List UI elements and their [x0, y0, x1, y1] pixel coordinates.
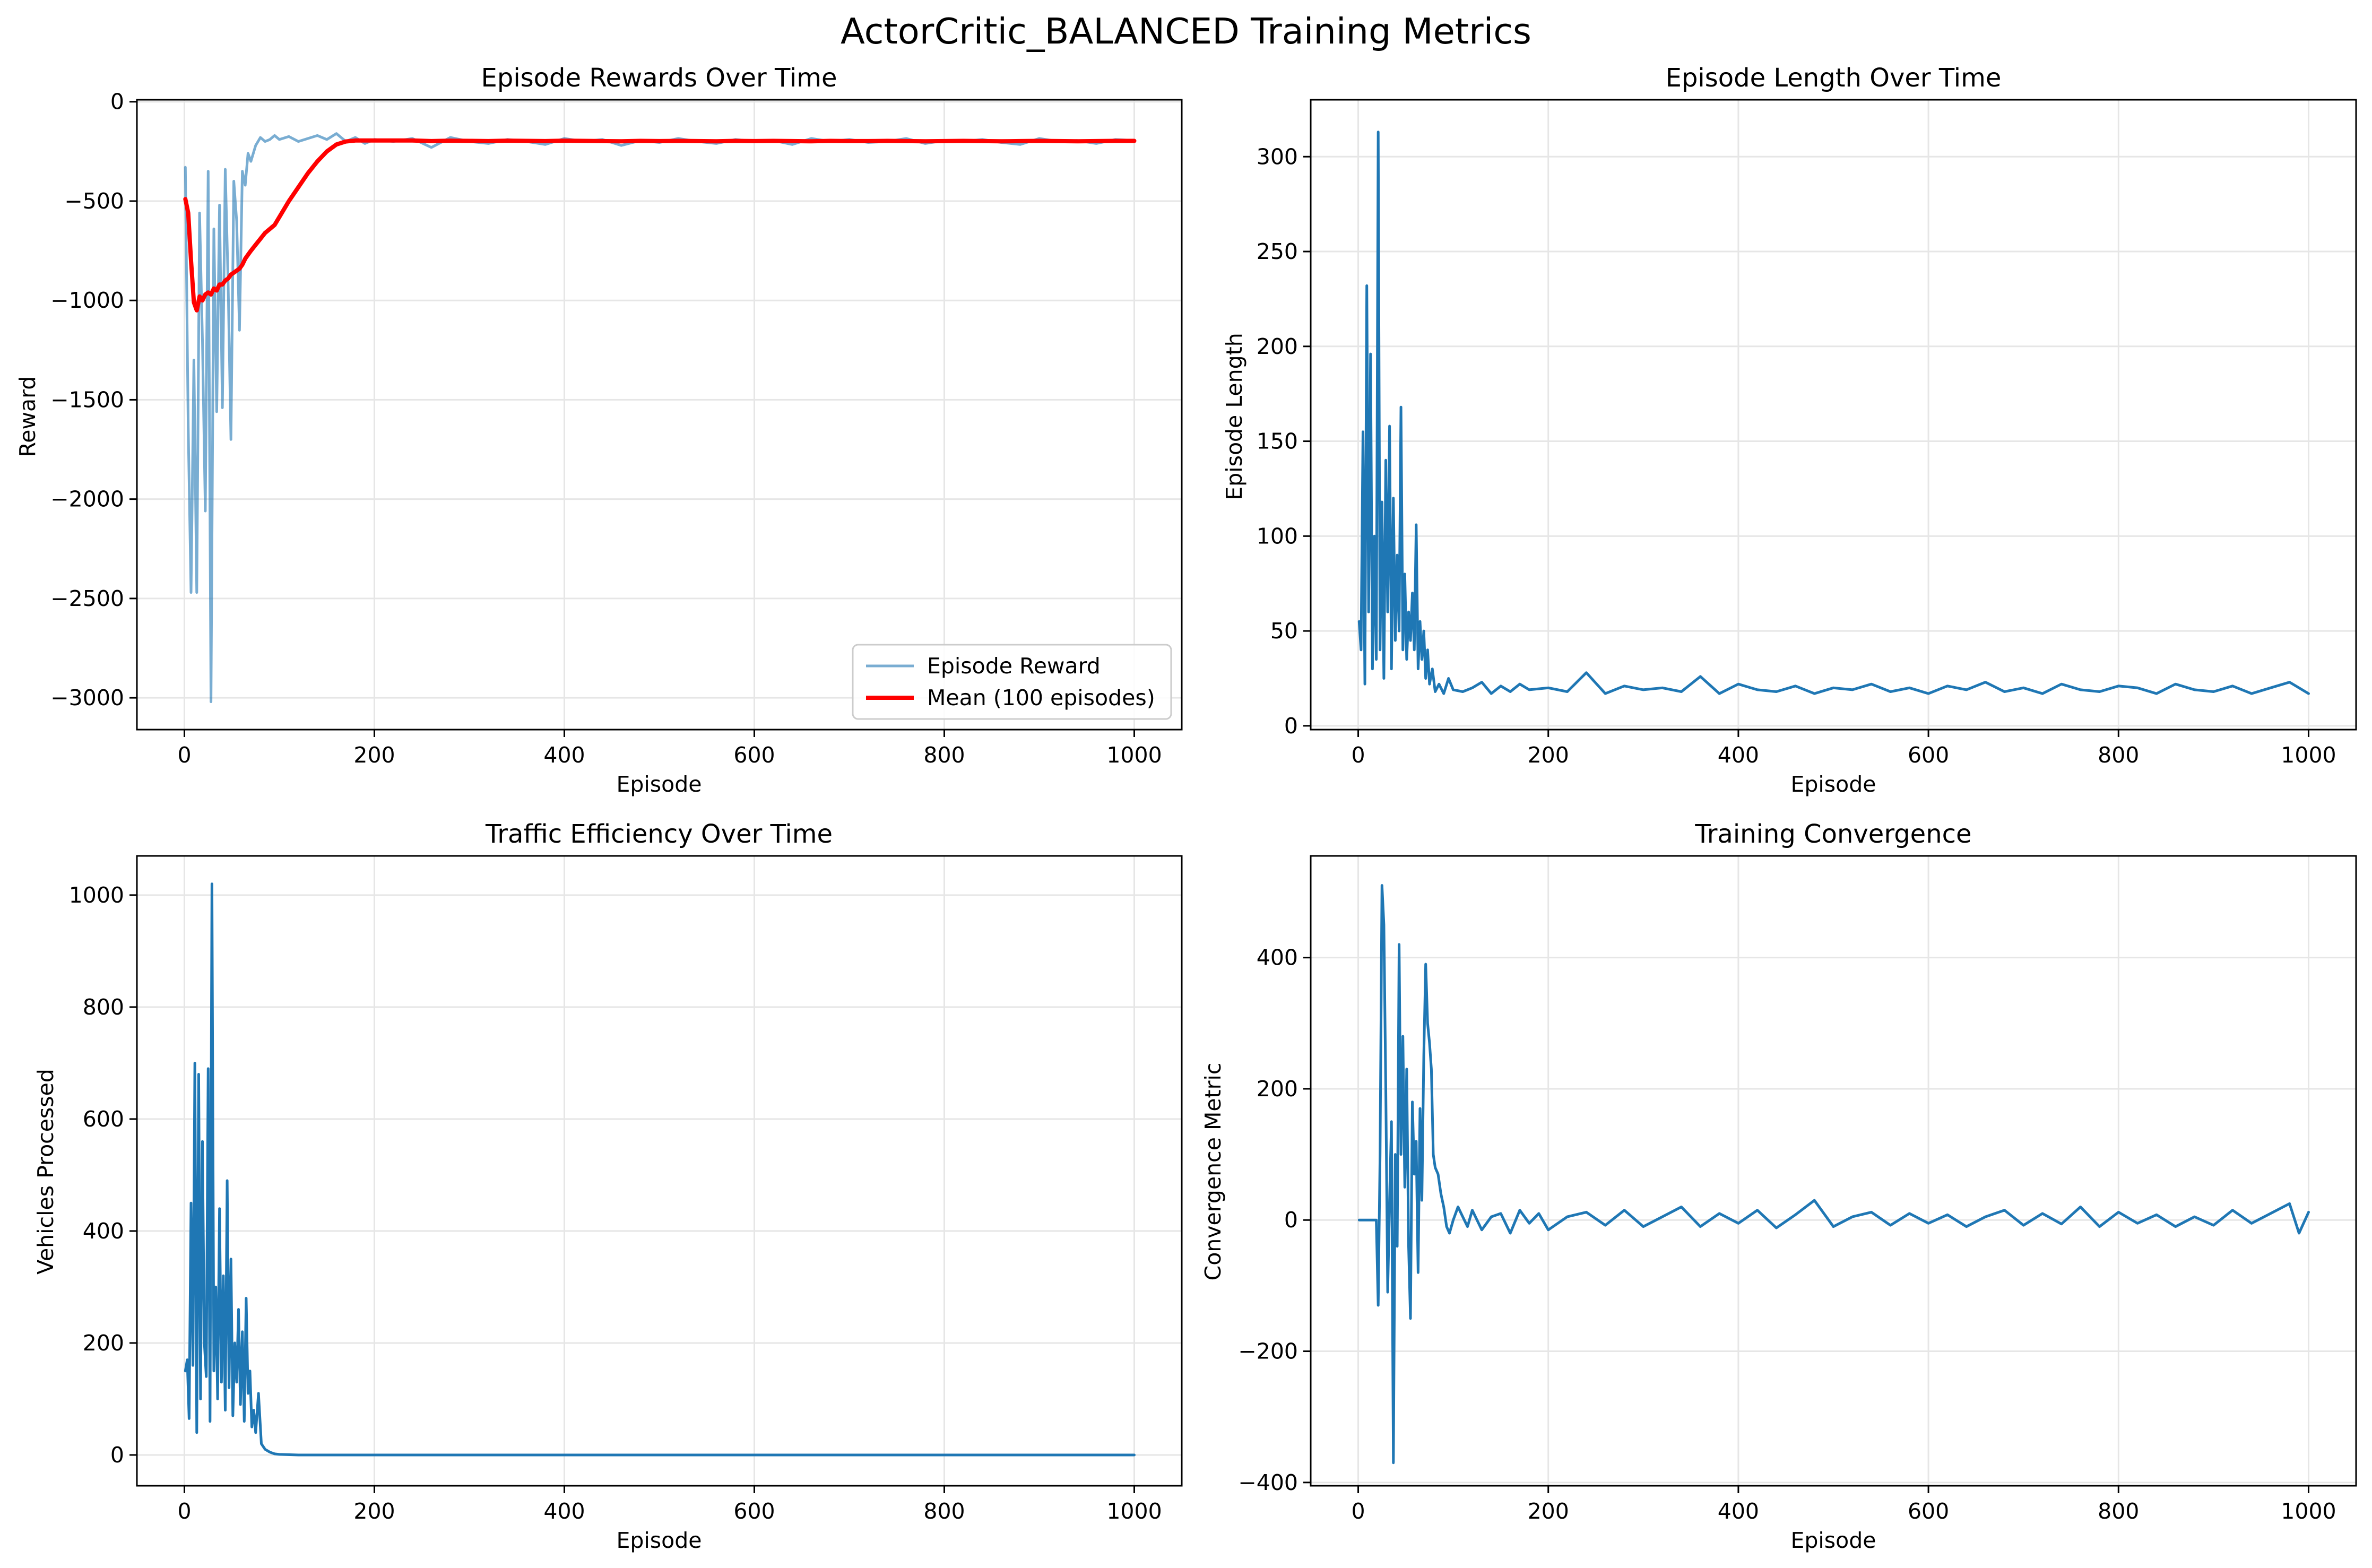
traffic-xtick-label-0: 0 [177, 1498, 191, 1524]
traffic-ytick-label-3: 600 [83, 1106, 124, 1132]
length-xtick-label-3: 600 [1908, 742, 1949, 768]
rewards-xtick-label-3: 600 [733, 742, 775, 768]
convergence-panel-xlabel: Episode [1790, 1528, 1876, 1553]
length-xtick-label-4: 800 [2098, 742, 2139, 768]
rewards-ytick-label-1: −2500 [50, 586, 124, 611]
traffic-xtick-label-1: 200 [353, 1498, 395, 1524]
traffic-ytick-label-0: 0 [110, 1442, 124, 1468]
length-ytick-label-3: 150 [1257, 429, 1298, 454]
length-ytick-label-5: 250 [1257, 239, 1298, 264]
length-panel: Episode Length Over Time Episode Episode… [1222, 63, 2357, 797]
rewards-xtick-label-1: 200 [353, 742, 395, 768]
rewards-axes-frame [136, 99, 1183, 731]
length-ytick-label-6: 300 [1257, 144, 1298, 169]
rewards-panel-xlabel: Episode [616, 772, 702, 797]
rewards-ytick-label-0: −3000 [50, 685, 124, 711]
traffic-xtick-label-4: 800 [923, 1498, 965, 1524]
length-ytick-label-4: 200 [1257, 334, 1298, 359]
rewards-xtick-label-5: 1000 [1106, 742, 1162, 768]
convergence-xtick-label-1: 200 [1528, 1498, 1569, 1524]
convergence-panel-title: Training Convergence [1694, 819, 1971, 849]
length-xtick-label-0: 0 [1351, 742, 1365, 768]
convergence-xtick-label-2: 400 [1718, 1498, 1759, 1524]
rewards-legend: Episode Reward Mean (100 episodes) [852, 644, 1172, 720]
length-axes-frame [1310, 99, 2357, 731]
rewards-ytick-label-2: −2000 [50, 487, 124, 512]
rewards-ytick-label-6: 0 [110, 89, 124, 115]
traffic-ytick-label-1: 200 [83, 1330, 124, 1356]
convergence-ytick-label-3: 200 [1257, 1076, 1298, 1102]
convergence-xtick-label-4: 800 [2098, 1498, 2139, 1524]
rewards-legend-label-0: Episode Reward [927, 653, 1101, 679]
traffic-panel-xlabel: Episode [616, 1528, 702, 1553]
convergence-panel: Training Convergence Episode Convergence… [1200, 819, 2357, 1553]
convergence-series-line-0 [1357, 884, 2310, 1465]
convergence-ytick-label-4: 400 [1257, 945, 1298, 971]
rewards-ytick-label-3: −1500 [50, 387, 124, 412]
convergence-xtick-label-3: 600 [1908, 1498, 1949, 1524]
rewards-xtick-label-2: 400 [543, 742, 585, 768]
rewards-ytick-label-4: −1000 [50, 288, 124, 313]
traffic-ytick-label-5: 1000 [69, 882, 124, 908]
convergence-axes-frame [1310, 855, 2357, 1487]
rewards-panel-ylabel: Reward [15, 376, 40, 457]
convergence-panel-ylabel: Convergence Metric [1200, 1063, 1226, 1281]
length-panel-title: Episode Length Over Time [1666, 63, 2002, 93]
traffic-xtick-label-5: 1000 [1106, 1498, 1162, 1524]
traffic-panel-title: Traffic Efficiency Over Time [485, 819, 833, 849]
length-ytick-label-2: 100 [1257, 523, 1298, 549]
rewards-xtick-label-0: 0 [177, 742, 191, 768]
traffic-panel: Traffic Efficiency Over Time Episode Veh… [33, 819, 1183, 1553]
rewards-panel-title: Episode Rewards Over Time [481, 63, 837, 93]
length-ytick-label-1: 50 [1270, 618, 1298, 644]
rewards-legend-box [852, 644, 1172, 720]
traffic-series-line-0 [184, 882, 1136, 1457]
length-xtick-label-2: 400 [1718, 742, 1759, 768]
length-ytick-label-0: 0 [1284, 713, 1298, 739]
rewards-xtick-label-4: 800 [923, 742, 965, 768]
traffic-xtick-label-2: 400 [543, 1498, 585, 1524]
figure-suptitle: ActorCritic_BALANCED Training Metrics [841, 11, 1531, 52]
length-series-line-0 [1357, 131, 2310, 695]
convergence-xtick-label-5: 1000 [2281, 1498, 2336, 1524]
traffic-panel-ylabel: Vehicles Processed [33, 1069, 58, 1275]
traffic-ytick-label-2: 400 [83, 1218, 124, 1244]
rewards-legend-label-1: Mean (100 episodes) [927, 685, 1155, 711]
length-panel-ylabel: Episode Length [1222, 333, 1247, 500]
length-panel-xlabel: Episode [1790, 772, 1876, 797]
convergence-ytick-label-2: 0 [1284, 1207, 1298, 1233]
length-xtick-label-5: 1000 [2281, 742, 2336, 768]
convergence-xtick-label-0: 0 [1351, 1498, 1365, 1524]
traffic-ytick-label-4: 800 [83, 994, 124, 1020]
traffic-xtick-label-3: 600 [733, 1498, 775, 1524]
rewards-series-line-1 [183, 138, 1137, 313]
length-xtick-label-1: 200 [1528, 742, 1569, 768]
convergence-ytick-label-1: −200 [1238, 1339, 1298, 1364]
rewards-panel: Episode Rewards Over Time Episode Reward… [15, 63, 1183, 797]
convergence-ytick-label-0: −400 [1238, 1470, 1298, 1495]
traffic-axes-frame [136, 855, 1183, 1487]
rewards-ytick-label-5: −500 [64, 188, 124, 214]
